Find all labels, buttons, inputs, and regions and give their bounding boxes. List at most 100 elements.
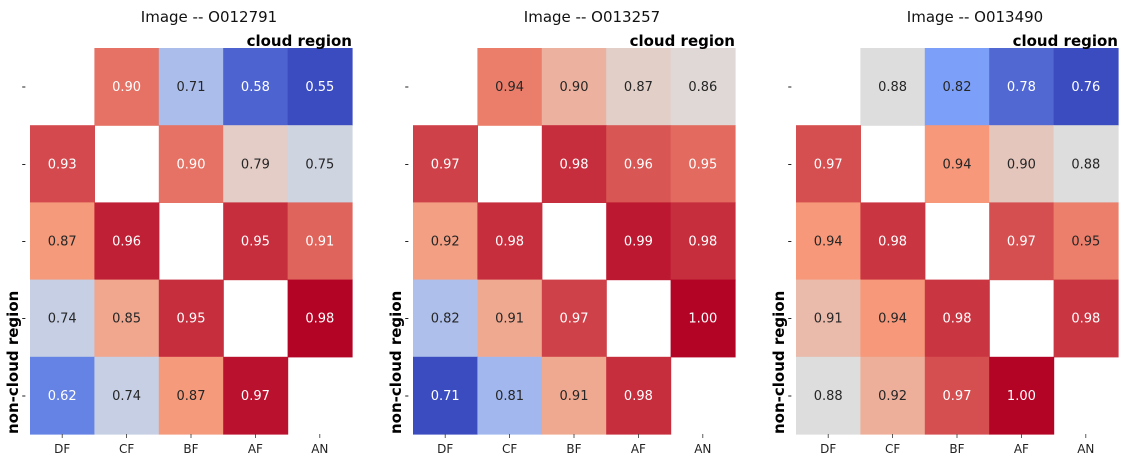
heatmap-cell: [989, 202, 1055, 281]
heatmap-cell: [670, 202, 736, 281]
cell-value-label: 0.94: [495, 80, 524, 95]
x-tick-label: DF: [820, 442, 836, 456]
y-tick-label: -: [788, 311, 792, 325]
cell-value-label: 0.96: [112, 235, 141, 250]
heatmap-cell: [606, 356, 672, 435]
heatmap-cell: [477, 202, 543, 281]
y-tick-label: -: [405, 311, 409, 325]
cloud-region-label: cloud region: [630, 32, 735, 50]
heatmap-cell: [287, 279, 353, 358]
cell-value-label: 0.88: [1071, 157, 1100, 172]
cell-value-label: 0.82: [943, 80, 972, 95]
cell-value-label: 0.97: [241, 389, 270, 404]
chart-title: Image -- O012791: [141, 8, 277, 26]
cell-value-label: 0.76: [1071, 80, 1100, 95]
non-cloud-region-label: non-cloud region: [387, 291, 405, 434]
cell-value-label: 0.97: [943, 389, 972, 404]
cell-value-label: 0.86: [688, 80, 717, 95]
cell-value-label: 0.98: [1071, 312, 1100, 327]
x-tick-label: BF: [566, 442, 581, 456]
heatmap-cell: [158, 356, 224, 435]
x-tick-label: BF: [183, 442, 198, 456]
x-tick-label: DF: [437, 442, 453, 456]
heatmap-cell: [158, 48, 224, 126]
heatmap-cell: [541, 48, 607, 126]
heatmap-cell: [670, 125, 736, 203]
cell-value-label: 0.90: [1007, 157, 1036, 172]
cell-value-label: 0.71: [431, 389, 460, 404]
heatmap-cell: [1053, 279, 1119, 358]
cell-value-label: 0.58: [241, 80, 270, 95]
heatmap-cell: [413, 125, 478, 203]
cell-value-label: 0.88: [814, 389, 843, 404]
cell-value-label: 0.90: [112, 80, 141, 95]
heatmap-cell: [860, 279, 926, 358]
heatmap-cell: [158, 125, 224, 203]
heatmap-cell: [1053, 48, 1119, 126]
cell-value-label: 0.93: [48, 157, 77, 172]
chart-title: Image -- O013257: [524, 8, 660, 26]
cell-value-label: 0.88: [878, 80, 907, 95]
cell-value-label: 0.97: [1007, 235, 1036, 250]
cell-value-label: 0.95: [177, 312, 206, 327]
cell-value-label: 0.82: [431, 312, 460, 327]
heatmap-cell: [30, 356, 95, 435]
heatmap-cell: [30, 125, 95, 203]
x-tick-label: AN: [694, 442, 711, 456]
heatmap-cell: [223, 48, 289, 126]
heatmap-cell: [860, 356, 926, 435]
y-tick-label: -: [405, 388, 409, 402]
y-tick-label: -: [22, 388, 26, 402]
cell-value-label: 0.87: [177, 389, 206, 404]
heatmap-cell: [541, 279, 607, 358]
y-tick-label: -: [405, 234, 409, 248]
cell-value-label: 0.91: [814, 312, 843, 327]
heatmap-cell: [606, 125, 672, 203]
heatmap-cell: [989, 356, 1055, 435]
x-tick-label: AF: [248, 442, 263, 456]
cell-value-label: 0.95: [688, 157, 717, 172]
heatmap-cell: [796, 125, 861, 203]
heatmap-cell: [223, 202, 289, 281]
cell-value-label: 0.55: [305, 80, 334, 95]
cell-value-label: 0.94: [878, 312, 907, 327]
heatmap-cell: [796, 356, 861, 435]
y-tick-label: -: [22, 311, 26, 325]
y-tick-label: -: [788, 388, 792, 402]
y-tick-label: -: [788, 234, 792, 248]
heatmap-cell: [860, 202, 926, 281]
heatmap-cell: [94, 202, 160, 281]
cell-value-label: 0.87: [48, 235, 77, 250]
x-tick-label: AN: [311, 442, 328, 456]
heatmap-panel-3: 0.88 0.82 0.78 0.76 0.97 0.94 0.90 0.88 0.94 0.98…: [770, 8, 1119, 456]
heatmap-panel-2: 0.94 0.90 0.87 0.86 0.97 0.98 0.96 0.95 0.92 0.98…: [387, 8, 736, 456]
y-tick-label: -: [405, 157, 409, 171]
cell-value-label: 0.94: [814, 235, 843, 250]
cell-value-label: 0.98: [495, 235, 524, 250]
heatmap-cell: [413, 279, 478, 358]
cell-value-label: 0.98: [943, 312, 972, 327]
cloud-region-label: cloud region: [1013, 32, 1118, 50]
non-cloud-region-label: non-cloud region: [770, 291, 788, 434]
heatmap-cell: [223, 125, 289, 203]
x-tick-label: CF: [885, 442, 900, 456]
chart-title: Image -- O013490: [907, 8, 1043, 26]
cell-value-label: 0.91: [305, 235, 334, 250]
cell-value-label: 0.92: [431, 235, 460, 250]
cell-value-label: 0.62: [48, 389, 77, 404]
heatmap-cell: [796, 202, 861, 281]
y-tick-label: -: [788, 157, 792, 171]
cell-value-label: 0.91: [560, 389, 589, 404]
x-tick-label: AF: [1014, 442, 1029, 456]
heatmap-cell: [989, 125, 1055, 203]
y-tick-label: -: [22, 80, 26, 94]
y-tick-label: -: [788, 80, 792, 94]
heatmap-cell: [413, 202, 478, 281]
heatmap-cell: [989, 48, 1055, 126]
cell-value-label: 0.92: [878, 389, 907, 404]
heatmap-cell: [287, 125, 353, 203]
heatmap-cell: [158, 279, 224, 358]
heatmap-cell: [223, 356, 289, 435]
heatmap-cell: [1053, 125, 1119, 203]
cell-value-label: 0.98: [624, 389, 653, 404]
